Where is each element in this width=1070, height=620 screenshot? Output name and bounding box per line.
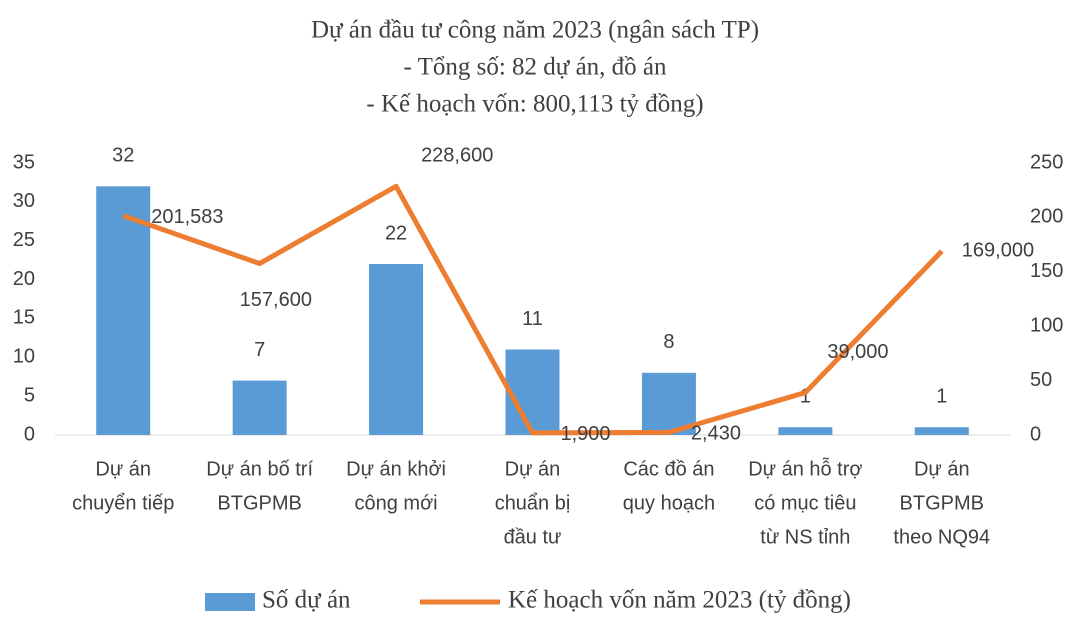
bar-value-label: 8 [663, 331, 674, 353]
line [122, 183, 944, 436]
legend-swatch [205, 593, 255, 611]
line-value-label: 1,900 [561, 423, 611, 445]
bar [369, 264, 424, 435]
x-tick-label: BTGPMB [900, 492, 984, 514]
x-tick-label: quy hoạch [623, 492, 715, 514]
y2-tick-label: 0 [1030, 423, 1041, 445]
bar-value-label: 1 [936, 386, 947, 408]
y2-tick-label: 50 [1030, 369, 1052, 391]
y-tick-label: 25 [13, 229, 35, 251]
legend-label: Kế hoạch vốn năm 2023 (tỷ đồng) [508, 587, 851, 614]
bar-value-label: 22 [385, 222, 407, 244]
y-tick-label: 5 [24, 384, 35, 406]
y2-tick-label: 100 [1030, 314, 1063, 336]
chart-title: - Kế hoạch vốn: 800,113 tỷ đồng) [366, 91, 703, 118]
line-value-label: 39,000 [827, 341, 888, 363]
line-value-label: 169,000 [962, 239, 1034, 261]
x-tick-label: công mới [354, 492, 437, 514]
x-tick-label: Dự án [505, 458, 561, 480]
chart-title: Dự án đầu tư công năm 2023 (ngân sách TP… [311, 17, 759, 44]
x-tick-label: BTGPMB [217, 492, 301, 514]
line-value-label: 157,600 [240, 289, 312, 311]
y-tick-label: 20 [13, 268, 35, 290]
x-tick-label: Dự án hỗ trợ [748, 457, 862, 480]
bar-value-label: 1 [800, 386, 811, 408]
y-tick-label: 10 [13, 346, 35, 368]
x-tick-label: Dự án khởi [346, 458, 446, 480]
bar [232, 380, 287, 435]
x-tick-label: đầu tư [504, 526, 562, 548]
bar [778, 427, 833, 435]
y2-tick-label: 200 [1030, 206, 1063, 228]
legend-label: Số dự án [262, 587, 351, 614]
line-value-label: 201,583 [151, 206, 223, 228]
x-tick-label: Dự án bố trí [206, 458, 313, 480]
bar [96, 186, 151, 435]
bar [914, 427, 969, 435]
chart-title: - Tổng số: 82 dự án, đồ án [403, 54, 667, 81]
y-tick-label: 0 [24, 423, 35, 445]
x-tick-label: từ NS tỉnh [760, 526, 850, 548]
bar-value-label: 32 [112, 145, 134, 167]
bar [505, 349, 560, 435]
x-tick-label: theo NQ94 [893, 526, 990, 548]
bar-value-label: 7 [254, 339, 265, 361]
line-value-label: 2,430 [691, 423, 741, 445]
y-tick-label: 30 [13, 190, 35, 212]
x-tick-label: Các đồ án [623, 458, 714, 480]
y2-tick-label: 250 [1030, 151, 1063, 173]
bar-value-label: 11 [522, 308, 543, 330]
x-tick-label: có mục tiêu [754, 492, 856, 514]
y2-tick-label: 150 [1030, 260, 1063, 282]
line-value-label: 228,600 [421, 145, 493, 167]
y-tick-label: 35 [13, 151, 35, 173]
x-tick-label: Dự án [95, 458, 151, 480]
x-tick-label: Dự án [914, 458, 970, 480]
x-tick-label: chuyển tiếp [72, 492, 174, 514]
x-tick-label: chuẩn bị [495, 492, 571, 514]
y-tick-label: 15 [13, 307, 35, 329]
